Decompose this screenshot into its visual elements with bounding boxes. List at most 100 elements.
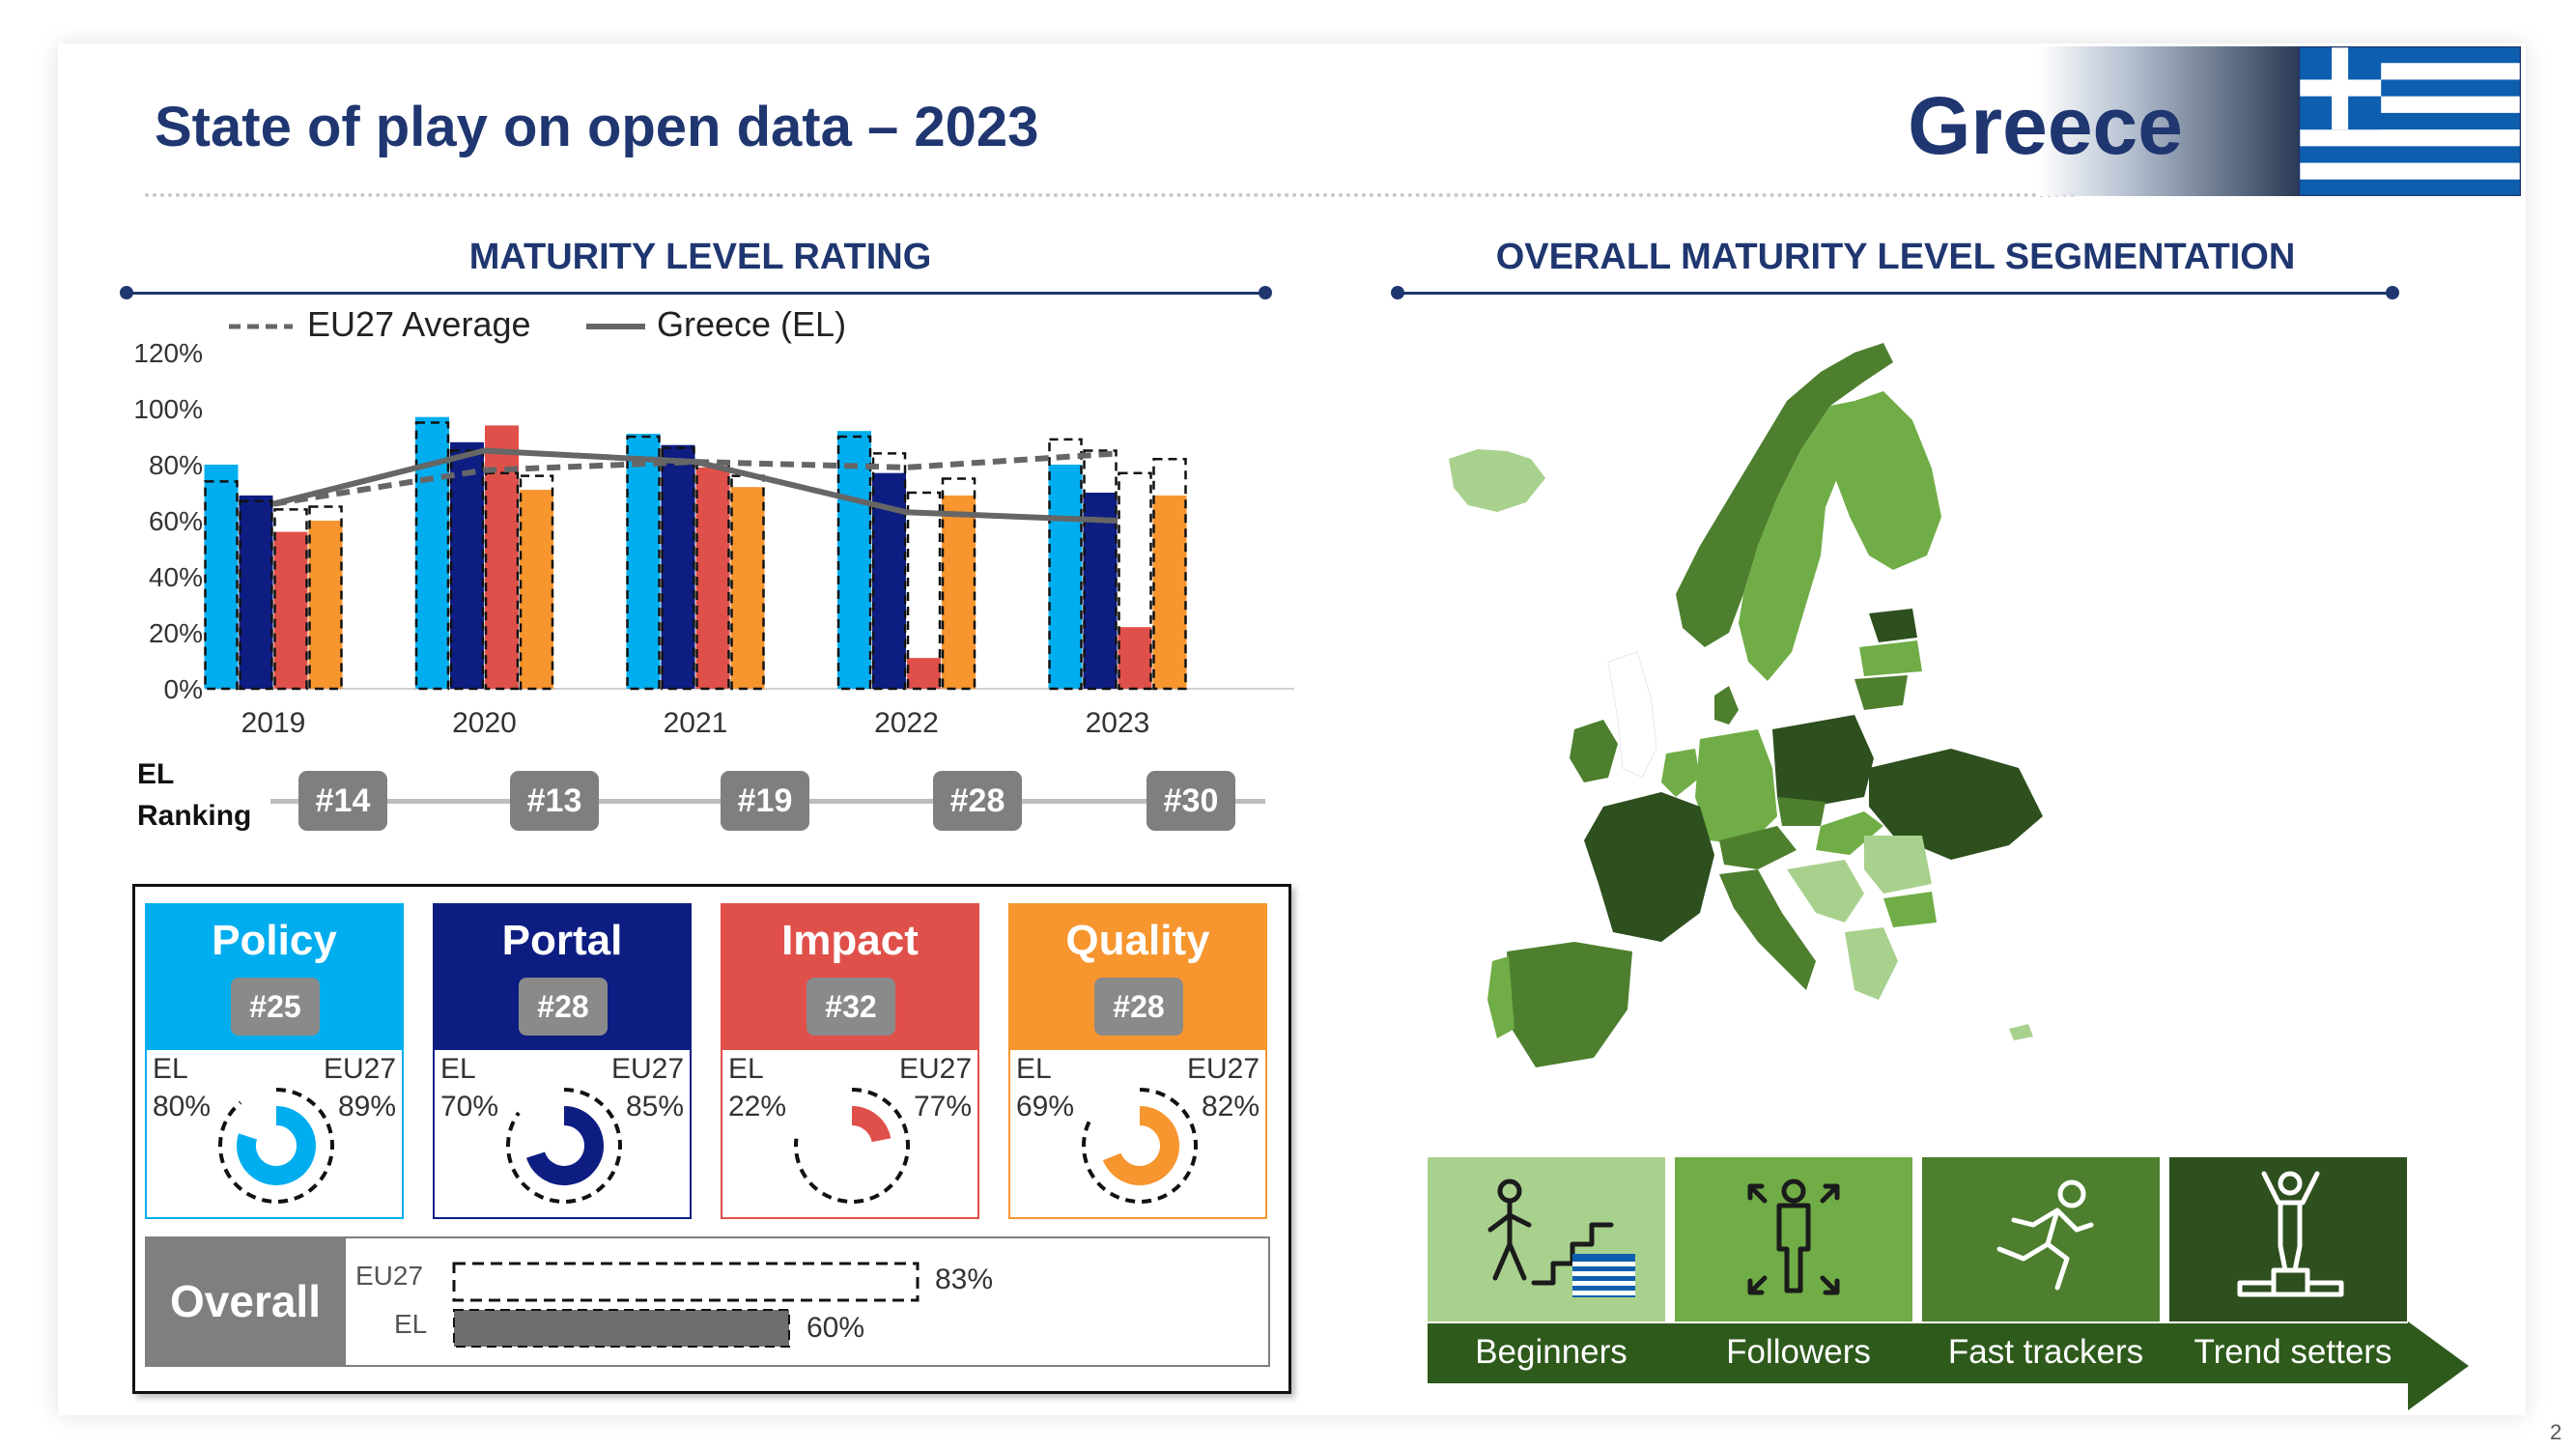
left-section-line [126,292,1265,295]
segment-followers-box [1675,1157,1912,1321]
bar-policy-2019 [204,465,239,689]
page-title: State of play on open data – 2023 [155,96,1039,158]
el-value: 70% [440,1091,499,1122]
podium-winner-icon [2237,1171,2344,1297]
dimension-header: Quality #28 [1010,905,1265,1050]
eu27-bar-outline-2020 [519,474,554,691]
bar-impact-2019 [273,531,308,689]
eu27-bar-outline-2022 [941,477,977,691]
map-region-sweden [1739,401,1854,681]
bar-quality-2021 [730,487,765,689]
y-tick-label: 80% [149,450,203,480]
overall-bar-chart [452,1262,920,1348]
maturity-bar-chart: 0% 20% 40% 60% 80% 100% 120% 2019 2020 2021 2022 20… [133,338,1294,734]
y-tick-label: 40% [149,562,203,592]
ranking-label-line2: Ranking [137,800,252,832]
title-divider [145,193,2077,197]
dimension-rank-badge: #32 [807,978,895,1036]
line-end-dot [1259,286,1272,299]
right-section-line [1396,292,2391,295]
y-tick-label: 0% [164,674,203,704]
map-region-latvia [1859,640,1922,676]
map-region-portugal [1487,956,1514,1038]
map-region-romania [1864,836,1932,894]
bar-policy-2021 [626,434,661,689]
quality-donut-gauge [1082,1088,1198,1204]
runner-icon [1996,1179,2094,1291]
overall-title: Overall [145,1236,346,1367]
ranking-label-line1: EL [137,758,175,790]
country-name: Greece [1908,80,2183,171]
bar-impact-2023 [1118,627,1152,689]
bar-portal-2021 [661,444,695,689]
dimension-rank-badge: #25 [231,978,320,1036]
segment-label-fast-trackers: Fast trackers [1947,1333,2144,1371]
y-tick-label: 100% [133,394,203,424]
segment-beginners-box [1428,1157,1665,1321]
overall-el-label: EL [394,1309,428,1339]
map-region-denmark [1714,686,1739,724]
eu27-label: EU27 [323,1053,396,1085]
bar-quality-2023 [1152,495,1187,689]
country-banner-graphic [2038,46,2299,196]
greece-legend-swatch [586,324,645,329]
rank-badge-2020: #13 [510,771,599,831]
greece-legend-label: Greece (EL) [657,304,847,344]
map-region-estonia [1869,609,1917,642]
eu27-bar-outline-2023 [1083,449,1118,691]
map-region-bulgaria [1883,892,1937,927]
rank-badge-2022: #28 [933,771,1022,831]
eu27-bar-outline-2023 [1048,438,1083,691]
map-region-hungary [1816,811,1883,855]
x-tick-label: 2023 [1086,707,1150,734]
dimension-header: Portal #28 [435,905,690,1050]
eu27-value: 85% [625,1091,684,1122]
eu27-bar-outline-2019 [204,480,239,691]
map-region-france [1584,792,1714,942]
segment-trend-setters-box [2169,1157,2407,1321]
map-region-ukraine [1869,749,2043,860]
maturity-rating-title: MATURITY LEVEL RATING [468,237,932,277]
eu27-bar-outline-2023 [1118,471,1152,691]
eu27-value: 82% [1201,1091,1260,1122]
segmentation-title: OVERALL MATURITY LEVEL SEGMENTATION [1495,237,2296,277]
el-ring [237,1106,316,1185]
dimension-card-quality: Quality #28 EL EU27 69% 82% [1008,903,1267,1219]
line-end-dot [1391,286,1404,299]
bar-portal-2020 [450,441,484,689]
x-tick-label: 2019 [241,707,306,734]
eu27-value: 89% [337,1091,396,1122]
map-region-lithuania [1854,675,1908,710]
bar-quality-2022 [942,495,976,689]
x-tick-label: 2020 [452,707,517,734]
bar-portal-2019 [239,495,273,689]
overall-eu27-bar [452,1262,920,1302]
map-region-norway [1676,343,1893,647]
eu27-bar-outline-2022 [871,452,907,691]
europe-segmentation-map [1449,343,2043,1067]
dimension-rank-badge: #28 [519,978,608,1036]
el-value: 69% [1016,1091,1075,1122]
map-region-finland [1835,391,1941,570]
segment-label-trend-setters: Trend setters [2194,1333,2392,1371]
map-region-iceland [1449,449,1545,512]
eu27-bar-outline-2021 [626,435,661,691]
line-end-dot [120,286,133,299]
eu27-ring [218,1088,334,1204]
el-value: 80% [153,1091,212,1122]
greece-line [272,447,1118,524]
portal-donut-gauge [506,1088,622,1204]
el-ring [526,1106,604,1185]
dimension-title: Policy [212,917,337,964]
map-region-balkans [1787,860,1864,923]
map-region-spain [1507,942,1632,1067]
overall-el-value: 60% [806,1312,865,1344]
x-tick-label: 2022 [874,707,939,734]
overall-eu27-value: 83% [935,1264,994,1295]
map-region-uk [1607,651,1657,779]
eu27-value: 77% [913,1091,972,1122]
eu27-ring [794,1088,910,1204]
person-arrows-icon [1747,1179,1840,1295]
el-label: EL [728,1053,764,1085]
bar-portal-2023 [1083,493,1118,689]
